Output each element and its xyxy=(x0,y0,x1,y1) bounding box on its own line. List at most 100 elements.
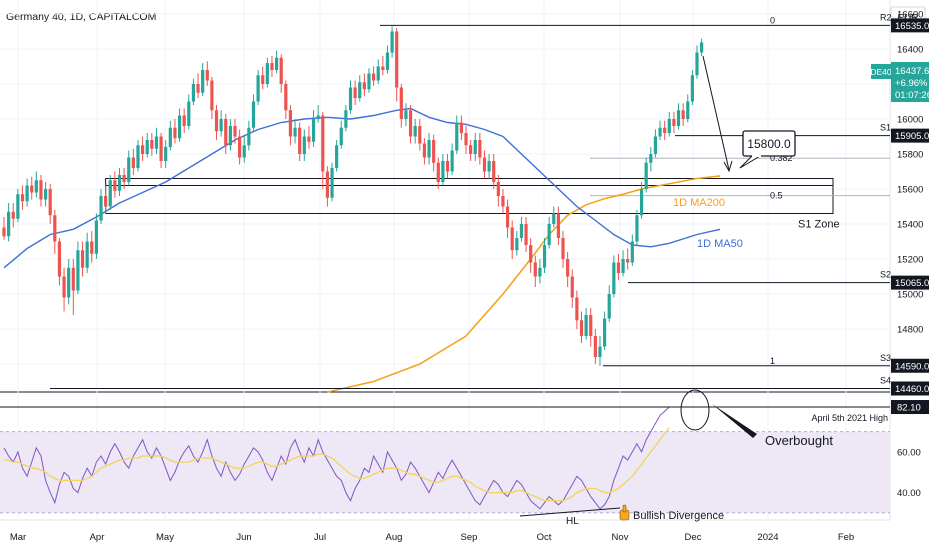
candle-body xyxy=(311,119,316,142)
candle-body xyxy=(616,262,621,273)
candle-body xyxy=(168,127,172,147)
candle-body xyxy=(441,161,445,182)
candle-body xyxy=(579,320,584,336)
candle-body xyxy=(681,110,685,119)
candle-body xyxy=(298,127,302,154)
candle-body xyxy=(676,110,681,126)
candle-body xyxy=(556,213,560,238)
candle-body xyxy=(358,82,362,98)
candle-body xyxy=(344,110,348,128)
candle-body xyxy=(90,241,94,254)
candle-body xyxy=(644,162,648,189)
candle-body xyxy=(427,140,431,158)
candle-body xyxy=(196,84,200,93)
candle-body xyxy=(612,262,616,294)
rsi-tick-label: 40.00 xyxy=(897,488,921,499)
price-tick-label: 16600 xyxy=(897,10,923,21)
candle-body xyxy=(53,215,57,242)
divergence-label: Bullish Divergence xyxy=(633,510,724,522)
rsi-high-tag-bg xyxy=(891,400,929,415)
candle-body xyxy=(445,161,450,172)
candle-body xyxy=(43,189,48,200)
overbought-label: Overbought xyxy=(765,433,833,448)
candle-body xyxy=(339,127,343,146)
candle-body xyxy=(214,110,219,132)
candle-body xyxy=(505,206,510,228)
candle-body xyxy=(589,315,593,336)
price-tag-bg xyxy=(891,62,929,102)
chart-title: Germany 40, 1D, CAPITALCOM xyxy=(6,11,156,23)
level-tag: 16535.0 xyxy=(895,21,929,32)
candle-body xyxy=(566,259,570,277)
level-tag: 14460.0 xyxy=(895,384,929,395)
candle-body xyxy=(473,140,477,154)
candle-body xyxy=(575,297,579,321)
time-tick-label: Sep xyxy=(461,532,478,543)
candle-body xyxy=(131,157,135,168)
candle-body xyxy=(182,115,186,126)
candle-body xyxy=(279,57,283,84)
candle-body xyxy=(62,276,66,298)
candle-body xyxy=(663,127,667,133)
candle-body xyxy=(274,57,279,70)
candle-body xyxy=(173,127,177,139)
price-tick-label: 15000 xyxy=(897,290,923,301)
candle-body xyxy=(150,140,154,149)
rsi-high-label: April 5th 2021 High xyxy=(811,413,888,423)
candle-body xyxy=(48,189,52,216)
candle-body xyxy=(16,194,20,219)
candle-body xyxy=(469,145,473,154)
candle-body xyxy=(376,66,380,81)
level-name: S4 xyxy=(880,376,891,386)
candle-body xyxy=(570,276,574,298)
candle-body xyxy=(621,259,625,273)
price-tag-change: +6.96% xyxy=(895,78,928,89)
time-tick-label: Jul xyxy=(314,532,326,543)
candles xyxy=(2,26,704,366)
fib-label: 1 xyxy=(770,356,775,366)
candle-body xyxy=(99,196,103,221)
candle-body xyxy=(626,259,630,263)
candle-body xyxy=(432,140,436,163)
candle-body xyxy=(672,119,676,126)
price-tick-label: 16400 xyxy=(897,45,923,56)
candle-body xyxy=(561,238,565,259)
candle-body xyxy=(510,227,514,251)
candle-body xyxy=(117,175,122,191)
time-tick-label: Aug xyxy=(386,532,403,543)
time-tick-label: Oct xyxy=(537,532,552,543)
candle-body xyxy=(80,250,85,268)
level-tag-bg xyxy=(891,275,929,290)
time-tick-label: Dec xyxy=(685,532,702,543)
candle-body xyxy=(418,126,422,144)
candle-body xyxy=(367,73,371,90)
time-tick-label: 2024 xyxy=(757,532,778,543)
candle-body xyxy=(238,136,242,158)
candle-body xyxy=(293,127,297,137)
price-tick-label: 15200 xyxy=(897,255,923,266)
candle-body xyxy=(598,346,602,357)
ma50-label: 1D MA50 xyxy=(697,238,743,250)
candle-body xyxy=(686,101,690,119)
level-tag-bg xyxy=(891,381,929,396)
candle-body xyxy=(104,196,108,207)
candle-body xyxy=(187,101,191,126)
candle-body xyxy=(307,136,311,142)
candle-body xyxy=(34,180,38,193)
candle-body xyxy=(25,185,29,202)
candle-body xyxy=(459,122,463,133)
price-tick-label: 15600 xyxy=(897,185,923,196)
candle-body xyxy=(649,154,653,163)
time-tick-label: Apr xyxy=(90,532,105,543)
candle-body xyxy=(524,224,528,245)
candle-body xyxy=(501,196,505,207)
candle-body xyxy=(7,211,11,237)
candle-body xyxy=(205,70,209,81)
price-tag-price: 16437.6 xyxy=(895,66,929,77)
candle-body xyxy=(122,175,126,182)
candle-body xyxy=(136,145,140,168)
projection-arrowhead xyxy=(723,160,733,173)
candle-body xyxy=(233,126,237,137)
candle-body xyxy=(436,162,440,182)
